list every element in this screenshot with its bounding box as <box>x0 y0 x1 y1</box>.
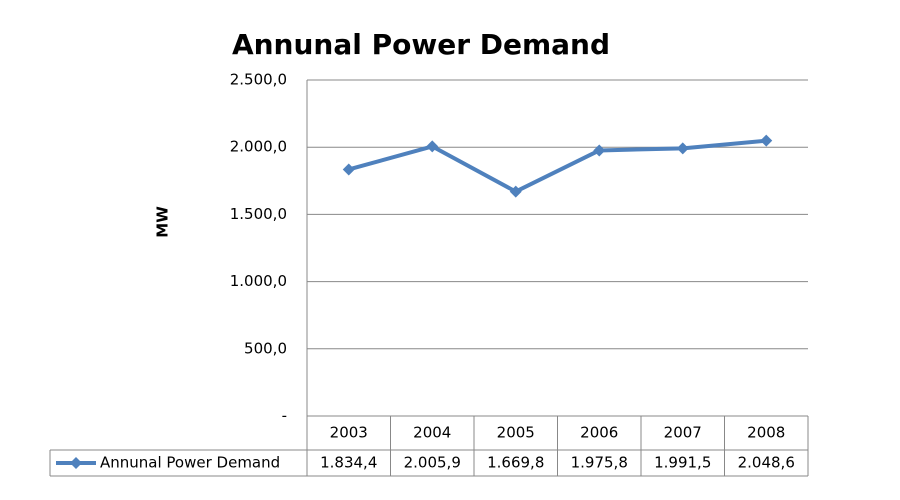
table-value: 1.975,8 <box>571 454 628 472</box>
y-axis-label: MW <box>154 206 172 238</box>
marker <box>509 185 522 198</box>
x-tick-label: 2005 <box>497 424 535 442</box>
table-value: 1.669,8 <box>487 454 544 472</box>
y-tick-label: 500,0 <box>244 339 287 357</box>
table-value: 1.834,4 <box>320 454 377 472</box>
marker <box>342 163 355 176</box>
legend-label: Annunal Power Demand <box>100 454 280 472</box>
y-tick-label: 1.500,0 <box>230 205 287 223</box>
y-tick-label: 2.500,0 <box>230 71 287 89</box>
x-tick-label: 2004 <box>413 424 451 442</box>
series-line <box>348 138 767 194</box>
legend-marker <box>70 457 82 469</box>
table-value: 2.048,6 <box>738 454 795 472</box>
y-tick-label: 1.000,0 <box>230 272 287 290</box>
x-tick-label: 2006 <box>580 424 618 442</box>
x-tick-label: 2008 <box>747 424 785 442</box>
table-value: 1.991,5 <box>654 454 711 472</box>
chart-title: Annunal Power Demand <box>232 28 610 61</box>
x-tick-label: 2003 <box>330 424 368 442</box>
marker <box>593 144 606 157</box>
marker <box>676 142 689 155</box>
marker <box>760 134 773 147</box>
table-value: 2.005,9 <box>404 454 461 472</box>
y-tick-label: - <box>282 407 287 425</box>
marker <box>426 140 439 153</box>
x-tick-label: 2007 <box>664 424 702 442</box>
y-tick-label: 2.000,0 <box>230 138 287 156</box>
